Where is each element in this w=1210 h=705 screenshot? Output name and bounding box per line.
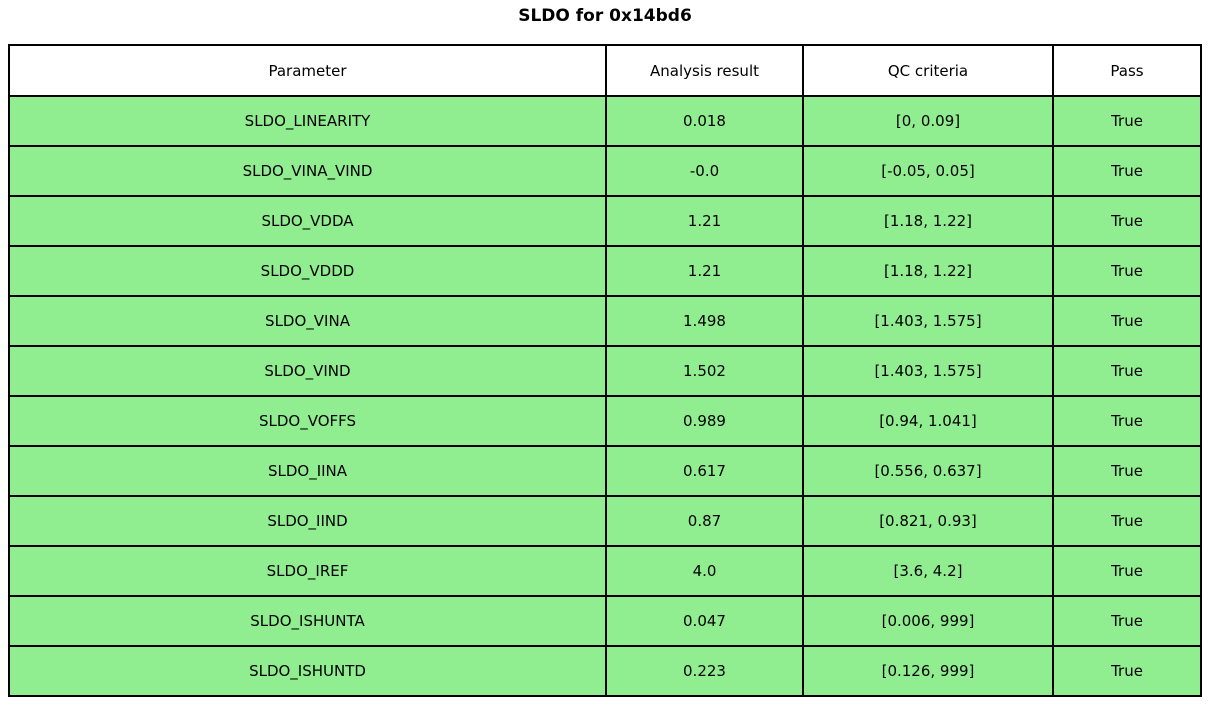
parameter-cell: SLDO_ISHUNTA bbox=[8, 595, 607, 647]
pass-cell: True bbox=[1052, 245, 1202, 297]
analysis-result-cell: 0.018 bbox=[605, 95, 804, 147]
parameter-cell: SLDO_LINEARITY bbox=[8, 95, 607, 147]
column-header-parameter: Parameter bbox=[8, 44, 607, 97]
table-row: SLDO_ISHUNTD 0.223 [0.126, 999] True bbox=[8, 645, 1202, 697]
qc-criteria-cell: [0.94, 1.041] bbox=[802, 395, 1054, 447]
analysis-result-cell: 1.502 bbox=[605, 345, 804, 397]
parameter-cell: SLDO_VINA_VIND bbox=[8, 145, 607, 197]
qc-criteria-cell: [3.6, 4.2] bbox=[802, 545, 1054, 597]
pass-cell: True bbox=[1052, 495, 1202, 547]
parameter-cell: SLDO_VINA bbox=[8, 295, 607, 347]
analysis-result-cell: 0.223 bbox=[605, 645, 804, 697]
qc-criteria-cell: [0, 0.09] bbox=[802, 95, 1054, 147]
table-header-row: Parameter Analysis result QC criteria Pa… bbox=[8, 44, 1202, 97]
qc-criteria-cell: [-0.05, 0.05] bbox=[802, 145, 1054, 197]
pass-cell: True bbox=[1052, 95, 1202, 147]
pass-cell: True bbox=[1052, 395, 1202, 447]
analysis-result-cell: 1.498 bbox=[605, 295, 804, 347]
parameter-cell: SLDO_VIND bbox=[8, 345, 607, 397]
table-row: SLDO_ISHUNTA 0.047 [0.006, 999] True bbox=[8, 595, 1202, 647]
column-header-qc-criteria: QC criteria bbox=[802, 44, 1054, 97]
pass-cell: True bbox=[1052, 295, 1202, 347]
table-row: SLDO_LINEARITY 0.018 [0, 0.09] True bbox=[8, 95, 1202, 147]
column-header-analysis-result: Analysis result bbox=[605, 44, 804, 97]
pass-cell: True bbox=[1052, 445, 1202, 497]
qc-criteria-cell: [0.821, 0.93] bbox=[802, 495, 1054, 547]
table-row: SLDO_IINA 0.617 [0.556, 0.637] True bbox=[8, 445, 1202, 497]
qc-criteria-cell: [1.403, 1.575] bbox=[802, 295, 1054, 347]
parameter-cell: SLDO_ISHUNTD bbox=[8, 645, 607, 697]
parameter-cell: SLDO_VOFFS bbox=[8, 395, 607, 447]
table-row: SLDO_IIND 0.87 [0.821, 0.93] True bbox=[8, 495, 1202, 547]
analysis-result-cell: 0.989 bbox=[605, 395, 804, 447]
parameter-cell: SLDO_VDDD bbox=[8, 245, 607, 297]
parameter-cell: SLDO_IIND bbox=[8, 495, 607, 547]
pass-cell: True bbox=[1052, 645, 1202, 697]
table-row: SLDO_VINA_VIND -0.0 [-0.05, 0.05] True bbox=[8, 145, 1202, 197]
pass-cell: True bbox=[1052, 195, 1202, 247]
qc-criteria-cell: [1.18, 1.22] bbox=[802, 245, 1054, 297]
analysis-result-cell: 4.0 bbox=[605, 545, 804, 597]
pass-cell: True bbox=[1052, 145, 1202, 197]
qc-criteria-cell: [0.126, 999] bbox=[802, 645, 1054, 697]
parameter-cell: SLDO_VDDA bbox=[8, 195, 607, 247]
parameter-cell: SLDO_IINA bbox=[8, 445, 607, 497]
table-row: SLDO_IREF 4.0 [3.6, 4.2] True bbox=[8, 545, 1202, 597]
pass-cell: True bbox=[1052, 595, 1202, 647]
analysis-result-cell: 0.047 bbox=[605, 595, 804, 647]
column-header-pass: Pass bbox=[1052, 44, 1202, 97]
analysis-result-cell: 1.21 bbox=[605, 195, 804, 247]
qc-criteria-cell: [1.403, 1.575] bbox=[802, 345, 1054, 397]
table-row: SLDO_VOFFS 0.989 [0.94, 1.041] True bbox=[8, 395, 1202, 447]
parameter-cell: SLDO_IREF bbox=[8, 545, 607, 597]
analysis-result-cell: 0.87 bbox=[605, 495, 804, 547]
analysis-result-cell: -0.0 bbox=[605, 145, 804, 197]
analysis-result-cell: 1.21 bbox=[605, 245, 804, 297]
table-row: SLDO_VDDA 1.21 [1.18, 1.22] True bbox=[8, 195, 1202, 247]
table-row: SLDO_VDDD 1.21 [1.18, 1.22] True bbox=[8, 245, 1202, 297]
qc-results-table: Parameter Analysis result QC criteria Pa… bbox=[8, 44, 1202, 697]
pass-cell: True bbox=[1052, 345, 1202, 397]
qc-criteria-cell: [0.006, 999] bbox=[802, 595, 1054, 647]
qc-criteria-cell: [0.556, 0.637] bbox=[802, 445, 1054, 497]
table-row: SLDO_VINA 1.498 [1.403, 1.575] True bbox=[8, 295, 1202, 347]
pass-cell: True bbox=[1052, 545, 1202, 597]
analysis-result-cell: 0.617 bbox=[605, 445, 804, 497]
page-title: SLDO for 0x14bd6 bbox=[518, 6, 692, 26]
table-row: SLDO_VIND 1.502 [1.403, 1.575] True bbox=[8, 345, 1202, 397]
qc-criteria-cell: [1.18, 1.22] bbox=[802, 195, 1054, 247]
